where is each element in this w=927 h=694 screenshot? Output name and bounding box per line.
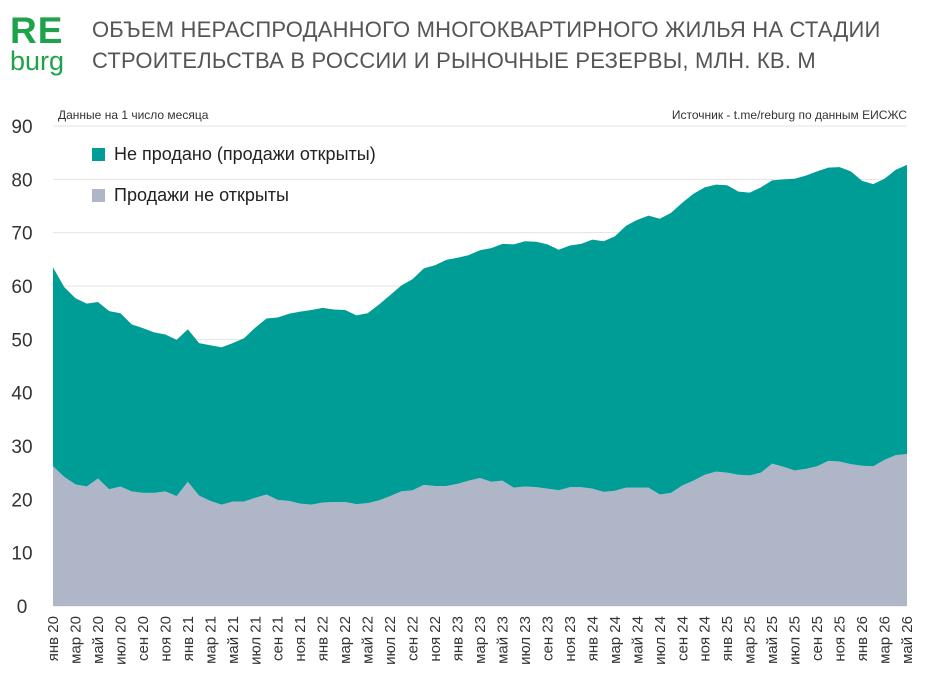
- area-series: [53, 164, 907, 606]
- x-tick-label: июл 20: [112, 616, 129, 665]
- x-tick-label: мар 25: [742, 616, 759, 664]
- x-tick-label: мар 24: [607, 616, 624, 664]
- y-tick-label: 20: [11, 490, 32, 511]
- x-tick-label: ноя 22: [427, 616, 444, 662]
- x-tick-label: мар 22: [337, 616, 354, 664]
- legend-label: Не продано (продажи открыты): [114, 144, 376, 164]
- area-unsold-sales-open: [53, 164, 907, 505]
- x-tick-label: июл 24: [652, 616, 669, 665]
- x-tick-label: сен 20: [135, 616, 152, 661]
- chart-title: ОБЪЕМ НЕРАСПРОДАННОГО МНОГОКВАРТИРНОГО Ж…: [92, 17, 881, 73]
- x-tick-label: сен 25: [809, 616, 826, 661]
- x-tick-label: янв 26: [854, 616, 871, 661]
- x-tick-label: ноя 24: [697, 616, 714, 662]
- area-sales-not-opened: [53, 454, 907, 606]
- y-tick-label: 0: [17, 597, 28, 618]
- legend: Не продано (продажи открыты) Продажи не о…: [92, 144, 376, 205]
- logo-re-text: RE: [10, 10, 64, 51]
- x-tick-label: мар 21: [202, 616, 219, 664]
- reburg-logo: RE burg: [10, 10, 80, 76]
- y-tick-label: 70: [11, 224, 32, 245]
- x-tick-label: май 22: [360, 616, 377, 664]
- y-tick-label: 10: [11, 544, 32, 565]
- y-tick-label: 40: [11, 384, 32, 405]
- legend-swatch: [92, 148, 105, 161]
- x-tick-label: янв 20: [45, 616, 62, 661]
- y-tick-label: 50: [11, 330, 32, 351]
- y-axis: 0 10 20 30 40 50 60 70 80 90: [11, 117, 32, 618]
- x-tick-label: май 24: [629, 616, 646, 664]
- x-tick-label: май 25: [764, 616, 781, 664]
- x-tick-label: янв 23: [450, 616, 467, 661]
- x-tick-label: ноя 23: [562, 616, 579, 662]
- x-tick-label: ноя 20: [157, 616, 174, 662]
- x-tick-label: сен 24: [674, 616, 691, 661]
- legend-swatch: [92, 189, 105, 202]
- x-tick-label: янв 24: [584, 616, 601, 661]
- source-note: Источник - t.me/reburg по данным ЕИСЖС: [671, 108, 907, 122]
- x-tick-label: сен 21: [270, 616, 287, 661]
- x-tick-label: июл 22: [382, 616, 399, 665]
- y-tick-label: 30: [11, 437, 32, 458]
- x-tick-label: мар 23: [472, 616, 489, 664]
- x-tick-label: ноя 21: [292, 616, 309, 662]
- x-tick-label: май 21: [225, 616, 242, 664]
- x-tick-label: мар 20: [67, 616, 84, 664]
- x-tick-label: июл 25: [787, 616, 804, 665]
- x-tick-label: сен 22: [405, 616, 422, 661]
- x-tick-label: июл 21: [247, 616, 264, 665]
- x-tick-label: май 20: [90, 616, 107, 664]
- x-tick-label: янв 22: [315, 616, 332, 661]
- x-tick-label: сен 23: [539, 616, 556, 661]
- y-tick-label: 90: [11, 117, 32, 138]
- y-tick-label: 80: [11, 170, 32, 191]
- x-tick-label: май 23: [494, 616, 511, 664]
- x-tick-label: июл 23: [517, 616, 534, 665]
- x-axis: янв 20 мар 20 май 20 июл 20 сен 20 ноя 20 янв …: [45, 616, 916, 665]
- x-tick-label: ноя 25: [832, 616, 849, 662]
- x-tick-label: янв 25: [719, 616, 736, 661]
- x-tick-label: май 26: [899, 616, 916, 664]
- legend-label: Продажи не открыты: [114, 185, 289, 205]
- data-date-note: Данные на 1 число месяца: [58, 108, 209, 122]
- y-tick-label: 60: [11, 277, 32, 298]
- x-tick-label: янв 21: [180, 616, 197, 661]
- x-tick-label: мар 26: [877, 616, 894, 664]
- logo-burg-text: burg: [10, 46, 65, 76]
